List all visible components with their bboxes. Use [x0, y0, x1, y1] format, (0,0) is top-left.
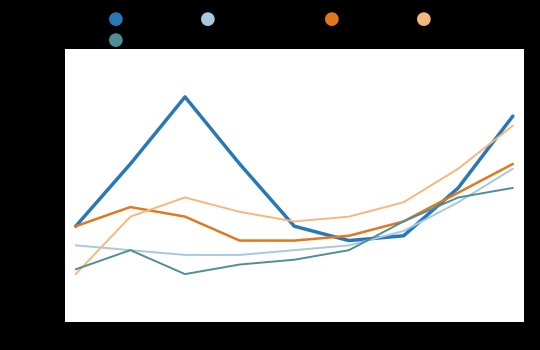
- Text: ●: ●: [108, 31, 124, 49]
- Text: ●: ●: [416, 10, 432, 28]
- Text: ●: ●: [108, 10, 124, 28]
- Text: ●: ●: [324, 10, 340, 28]
- Text: ●: ●: [200, 10, 216, 28]
